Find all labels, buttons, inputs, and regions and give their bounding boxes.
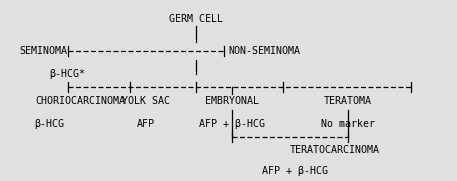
Text: TERATOMA: TERATOMA bbox=[324, 96, 372, 106]
Text: β-HCG*: β-HCG* bbox=[50, 69, 85, 79]
Text: YOLK SAC: YOLK SAC bbox=[122, 96, 170, 106]
Text: TERATOCARCINOMA: TERATOCARCINOMA bbox=[290, 145, 380, 155]
Text: NON-SEMINOMA: NON-SEMINOMA bbox=[228, 46, 301, 56]
Text: CHORIOCARCINOMA: CHORIOCARCINOMA bbox=[36, 96, 126, 106]
Text: GERM CELL: GERM CELL bbox=[169, 14, 223, 24]
Text: AFP: AFP bbox=[137, 119, 155, 129]
Text: AFP + β-HCG: AFP + β-HCG bbox=[262, 166, 328, 176]
Text: SEMINOMA: SEMINOMA bbox=[20, 46, 68, 56]
Text: AFP + β-HCG: AFP + β-HCG bbox=[199, 119, 265, 129]
Text: No marker: No marker bbox=[321, 119, 375, 129]
Text: β-HCG: β-HCG bbox=[34, 119, 64, 129]
Text: EMBRYONAL: EMBRYONAL bbox=[205, 96, 259, 106]
